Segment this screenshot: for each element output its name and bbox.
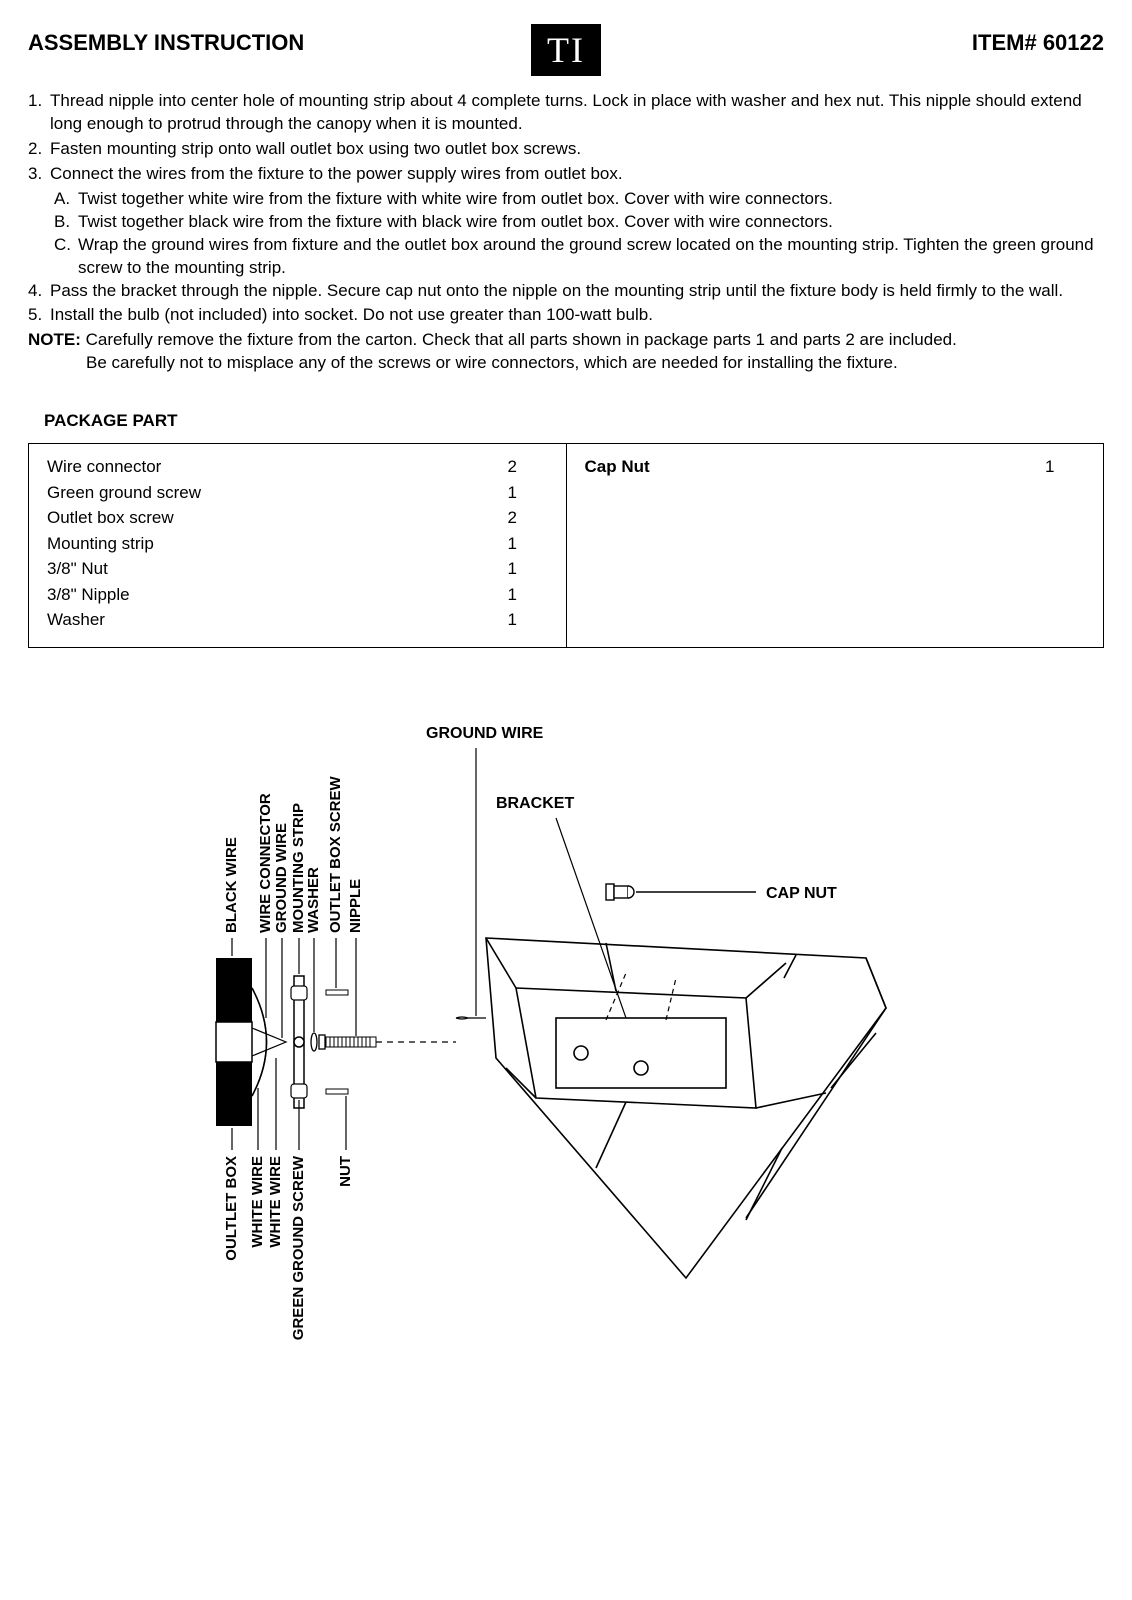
label-outlet-box-screw: OUTLET BOX SCREW	[327, 775, 344, 933]
label-cap-nut: CAP NUT	[766, 885, 837, 902]
label-ground-wire-right: GROUND WIRE	[426, 725, 544, 742]
part-row: 3/8" Nut1	[47, 556, 548, 582]
label-ground-wire-top: GROUND WIRE	[273, 823, 290, 933]
part-row: 3/8" Nipple1	[47, 582, 548, 608]
part-row: Mounting strip1	[47, 531, 548, 557]
item-number: ITEM# 60122	[972, 30, 1104, 56]
parts-col-left: Wire connector2Green ground screw1Outlet…	[29, 444, 566, 647]
part-row: Outlet box screw2	[47, 505, 548, 531]
part-row: Cap Nut1	[585, 454, 1086, 480]
step-2: 2.Fasten mounting strip onto wall outlet…	[28, 138, 1104, 161]
note: NOTE: Carefully remove the fixture from …	[28, 329, 1104, 375]
step-1: 1.Thread nipple into center hole of moun…	[28, 90, 1104, 136]
label-green-ground-screw: GREEN GROUND SCREW	[290, 1155, 307, 1340]
label-washer: WASHER	[305, 867, 322, 933]
substep-b: B.Twist together black wire from the fix…	[28, 211, 1104, 234]
label-white-wire-2: WHITE WIRE	[267, 1156, 284, 1248]
step-5: 5.Install the bulb (not included) into s…	[28, 304, 1104, 327]
label-black-wire: BLACK WIRE	[223, 837, 240, 933]
logo: TI	[531, 24, 601, 76]
parts-table: Wire connector2Green ground screw1Outlet…	[28, 443, 1104, 648]
instructions: 1.Thread nipple into center hole of moun…	[28, 90, 1104, 375]
part-row: Green ground screw1	[47, 480, 548, 506]
label-white-wire-1: WHITE WIRE	[249, 1156, 266, 1248]
substep-a: A.Twist together white wire from the fix…	[28, 188, 1104, 211]
cap-nut-icon	[606, 884, 634, 900]
header: ASSEMBLY INSTRUCTION TI ITEM# 60122	[28, 30, 1104, 56]
parts-col-right: Cap Nut1	[566, 444, 1104, 647]
page-title: ASSEMBLY INSTRUCTION	[28, 30, 304, 56]
label-outlet-box: OULTLET BOX	[223, 1156, 240, 1261]
step-4: 4.Pass the bracket through the nipple. S…	[28, 280, 1104, 303]
label-wire-connector: WIRE CONNECTOR	[257, 793, 274, 933]
part-row: Washer1	[47, 607, 548, 633]
package-part-title: PACKAGE PART	[28, 411, 1104, 431]
diagram: BLACK WIRE WIRE CONNECTOR GROUND WIRE MO…	[28, 688, 1104, 1413]
label-nipple: NIPPLE	[347, 879, 364, 933]
step-3: 3.Connect the wires from the fixture to …	[28, 163, 1104, 186]
bracket-fixture	[456, 938, 886, 1278]
label-bracket: BRACKET	[496, 795, 574, 812]
substep-c: C.Wrap the ground wires from fixture and…	[28, 234, 1104, 280]
part-row: Wire connector2	[47, 454, 548, 480]
label-nut: NUT	[337, 1156, 354, 1187]
